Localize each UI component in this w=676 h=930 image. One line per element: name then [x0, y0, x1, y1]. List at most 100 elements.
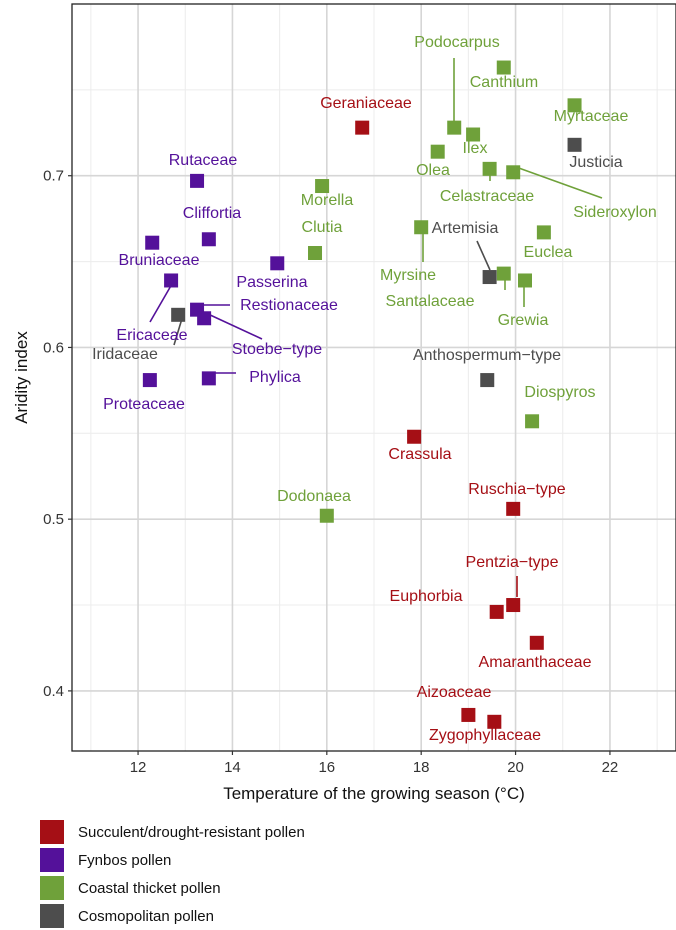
grid	[72, 4, 676, 751]
legend-item-fynbos: Fynbos pollen	[40, 846, 305, 874]
data-point-label: Stoebe−type	[232, 341, 322, 358]
data-point-label: Cliffortia	[183, 205, 241, 222]
point-labels: Geraniaceae Crassula Ruschia−type Pentzia−t…	[92, 34, 657, 744]
data-point-marker	[480, 373, 495, 388]
y-tick-label: 0.5	[43, 511, 64, 528]
legend-item-succulent: Succulent/drought-resistant pollen	[40, 818, 305, 846]
data-point-marker	[190, 173, 205, 188]
data-point-marker	[201, 232, 216, 247]
x-tick-label: 20	[507, 759, 524, 776]
data-point-label: Ericaceae	[116, 327, 187, 344]
data-point-label: Crassula	[388, 446, 451, 463]
data-point-label: Diospyros	[524, 384, 595, 401]
data-point-marker	[487, 714, 502, 729]
legend-label-cosmo: Cosmopolitan pollen	[78, 907, 214, 925]
legend-label-fynbos: Fynbos pollen	[78, 851, 172, 869]
data-point-marker	[567, 98, 582, 113]
data-point-marker	[482, 270, 497, 285]
data-point-label: Euphorbia	[390, 588, 463, 605]
data-point-marker	[466, 127, 481, 142]
data-point-marker	[496, 266, 511, 281]
data-point-marker	[319, 508, 334, 523]
data-point-marker	[567, 137, 582, 152]
data-point-marker	[142, 373, 157, 388]
data-point-label: Podocarpus	[414, 34, 499, 51]
data-point-label: Pentzia−type	[466, 554, 559, 571]
y-tick-label: 0.4	[43, 683, 64, 700]
data-point-marker	[197, 311, 212, 326]
data-point-label: Zygophyllaceae	[429, 727, 541, 744]
legend-swatch-succulent	[40, 820, 64, 844]
data-point-marker	[447, 120, 462, 135]
data-point-label: Anthospermum−type	[413, 347, 561, 364]
data-point-marker	[308, 246, 323, 260]
data-point-marker	[489, 604, 504, 619]
points	[142, 58, 603, 729]
data-point-label: Justicia	[569, 154, 622, 171]
x-axis-title: Temperature of the growing season (°C)	[223, 784, 525, 803]
data-point-label: Clutia	[302, 219, 343, 236]
data-point-marker	[315, 179, 330, 194]
legend-item-thicket: Coastal thicket pollen	[40, 874, 305, 902]
data-point-marker	[506, 598, 521, 613]
data-point-label: Euclea	[524, 244, 573, 261]
data-point-label: Myrtaceae	[554, 108, 629, 125]
data-point-marker	[407, 429, 422, 444]
legend-swatch-fynbos	[40, 848, 64, 872]
data-point-label: Restionaceae	[240, 297, 338, 314]
data-point-marker	[518, 273, 532, 288]
data-point-marker	[145, 235, 160, 250]
data-point-label: Sideroxylon	[573, 204, 657, 221]
data-point-label: Ruschia−type	[468, 481, 565, 498]
y-tick-label: 0.6	[43, 339, 64, 356]
data-point-marker	[164, 273, 179, 288]
leader-line	[207, 313, 263, 340]
x-tick-label: 14	[224, 759, 241, 776]
data-point-marker	[171, 307, 186, 322]
data-point-label: Grewia	[498, 312, 549, 329]
leader-line	[515, 166, 603, 199]
data-point-label: Myrsine	[380, 267, 436, 284]
data-point-marker	[506, 165, 521, 180]
data-point-label: Iridaceae	[92, 346, 158, 363]
data-point-marker	[525, 414, 540, 429]
legend-label-thicket: Coastal thicket pollen	[78, 879, 221, 897]
legend: Succulent/drought-resistant pollen Fynbo…	[40, 818, 305, 930]
x-tick-label: 12	[130, 759, 147, 776]
legend-label-succulent: Succulent/drought-resistant pollen	[78, 823, 305, 841]
data-point-label: Phylica	[249, 369, 301, 386]
data-point-label: Celastraceae	[440, 188, 534, 205]
plot-frame	[71, 3, 676, 752]
data-point-marker	[414, 220, 429, 235]
data-point-label: Dodonaea	[277, 488, 351, 505]
data-point-label: Santalaceae	[386, 293, 475, 310]
data-point-label: Olea	[416, 162, 450, 179]
data-point-marker	[482, 161, 497, 176]
data-point-label: Passerina	[236, 274, 307, 291]
data-point-marker	[355, 120, 370, 135]
data-point-label: Ilex	[463, 140, 488, 157]
data-point-label: Canthium	[470, 74, 538, 91]
legend-swatch-thicket	[40, 876, 64, 900]
legend-swatch-cosmo	[40, 904, 64, 928]
data-point-label: Rutaceae	[169, 152, 238, 169]
y-tick-label: 0.7	[43, 168, 64, 185]
data-point-marker	[461, 707, 476, 722]
data-point-label: Geraniaceae	[320, 95, 412, 112]
x-tick-label: 16	[318, 759, 335, 776]
data-point-marker	[536, 225, 551, 240]
data-point-marker	[506, 501, 521, 516]
data-point-marker	[430, 144, 445, 159]
data-point-label: Bruniaceae	[119, 252, 200, 269]
x-tick-label: 22	[602, 759, 619, 776]
data-point-label: Artemisia	[432, 220, 499, 237]
data-point-label: Morella	[301, 192, 354, 209]
leader-line	[476, 240, 491, 271]
scatter-chart: Geraniaceae Crassula Ruschia−type Pentzia−t…	[12, 3, 676, 803]
data-point-marker	[529, 635, 544, 650]
axis-ticks: 12 14 16 18 20 22 0.4 0.5 0.6 0.7	[43, 168, 618, 776]
data-point-marker	[496, 60, 511, 75]
data-point-label: Amaranthaceae	[479, 654, 592, 671]
x-tick-label: 18	[413, 759, 430, 776]
y-axis-title: Aridity index	[12, 331, 31, 424]
